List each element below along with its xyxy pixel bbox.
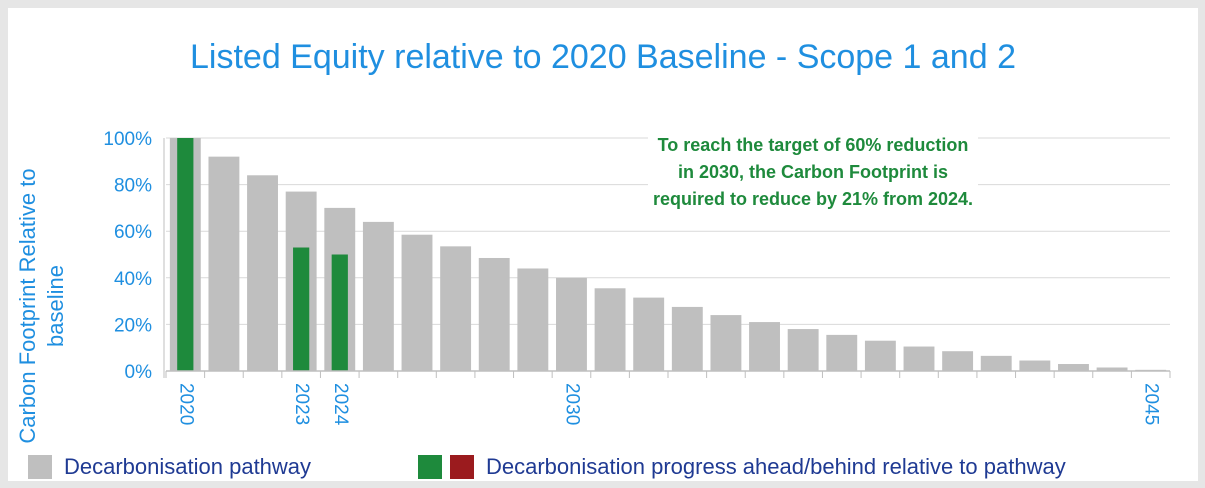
bar-progress-2024 xyxy=(331,254,348,371)
bar-pathway-2025 xyxy=(362,221,394,371)
x-tick-label-2020: 2020 xyxy=(175,383,196,425)
bar-pathway-2030 xyxy=(556,277,587,371)
bar-pathway-2042 xyxy=(1019,360,1051,371)
legend-item-progress: Decarbonisation progress ahead/behind re… xyxy=(418,454,1066,480)
bar-pathway-2036 xyxy=(787,329,819,371)
x-tick-label-2030: 2030 xyxy=(561,383,582,425)
bar-pathway-2033 xyxy=(671,306,703,371)
bar-pathway-2026 xyxy=(401,234,433,371)
legend-swatch-green xyxy=(418,455,442,479)
bar-pathway-2022 xyxy=(247,175,278,371)
legend-swatch-gray xyxy=(28,455,52,479)
y-tick-label: 60% xyxy=(114,222,152,243)
legend-label-progress: Decarbonisation progress ahead/behind re… xyxy=(486,454,1066,479)
y-tick-label: 100% xyxy=(103,129,152,150)
y-tick-label: 80% xyxy=(114,176,152,197)
y-tick-label: 40% xyxy=(114,269,152,290)
bar-pathway-2032 xyxy=(633,297,665,371)
bar-pathway-2021 xyxy=(208,156,240,371)
bar-pathway-2031 xyxy=(594,288,626,371)
bar-pathway-2041 xyxy=(980,355,1012,371)
x-tick-label-2023: 2023 xyxy=(291,383,312,425)
chart-panel: Listed Equity relative to 2020 Baseline … xyxy=(8,8,1198,481)
legend-label-pathway: Decarbonisation pathway xyxy=(64,454,312,479)
bar-chart: 0% 20% 40% 60% 80% 100% 2020 2023 2024 2030 2045 xyxy=(103,129,1171,426)
y-tick-label: 20% xyxy=(114,315,152,336)
bar-pathway-2037 xyxy=(826,334,858,371)
bar-pathway-2043 xyxy=(1058,364,1089,371)
chart-annotation: To reach the target of 60% reduction in … xyxy=(648,132,978,213)
legend-item-pathway: Decarbonisation pathway xyxy=(28,454,311,480)
chart-legend: Decarbonisation pathway Decarbonisation … xyxy=(8,454,1198,488)
bar-pathway-2034 xyxy=(710,315,742,371)
y-tick-label: 0% xyxy=(125,362,153,383)
bar-pathway-2035 xyxy=(749,322,780,371)
x-tick-label-2045: 2045 xyxy=(1141,383,1162,425)
bar-pathway-2044 xyxy=(1096,367,1128,371)
x-tick-label-2024: 2024 xyxy=(330,383,351,426)
chart-title: Listed Equity relative to 2020 Baseline … xyxy=(190,38,1016,76)
legend-swatch-red xyxy=(450,455,474,479)
bar-pathway-2029 xyxy=(517,268,549,371)
bar-progress-2023 xyxy=(293,247,310,371)
bar-pathway-2040 xyxy=(942,351,974,371)
bar-pathway-2039 xyxy=(903,346,935,371)
bar-pathway-2027 xyxy=(440,246,472,371)
bar-progress-2020 xyxy=(177,138,194,371)
bar-pathway-2038 xyxy=(864,340,896,371)
bar-pathway-2028 xyxy=(478,257,510,371)
